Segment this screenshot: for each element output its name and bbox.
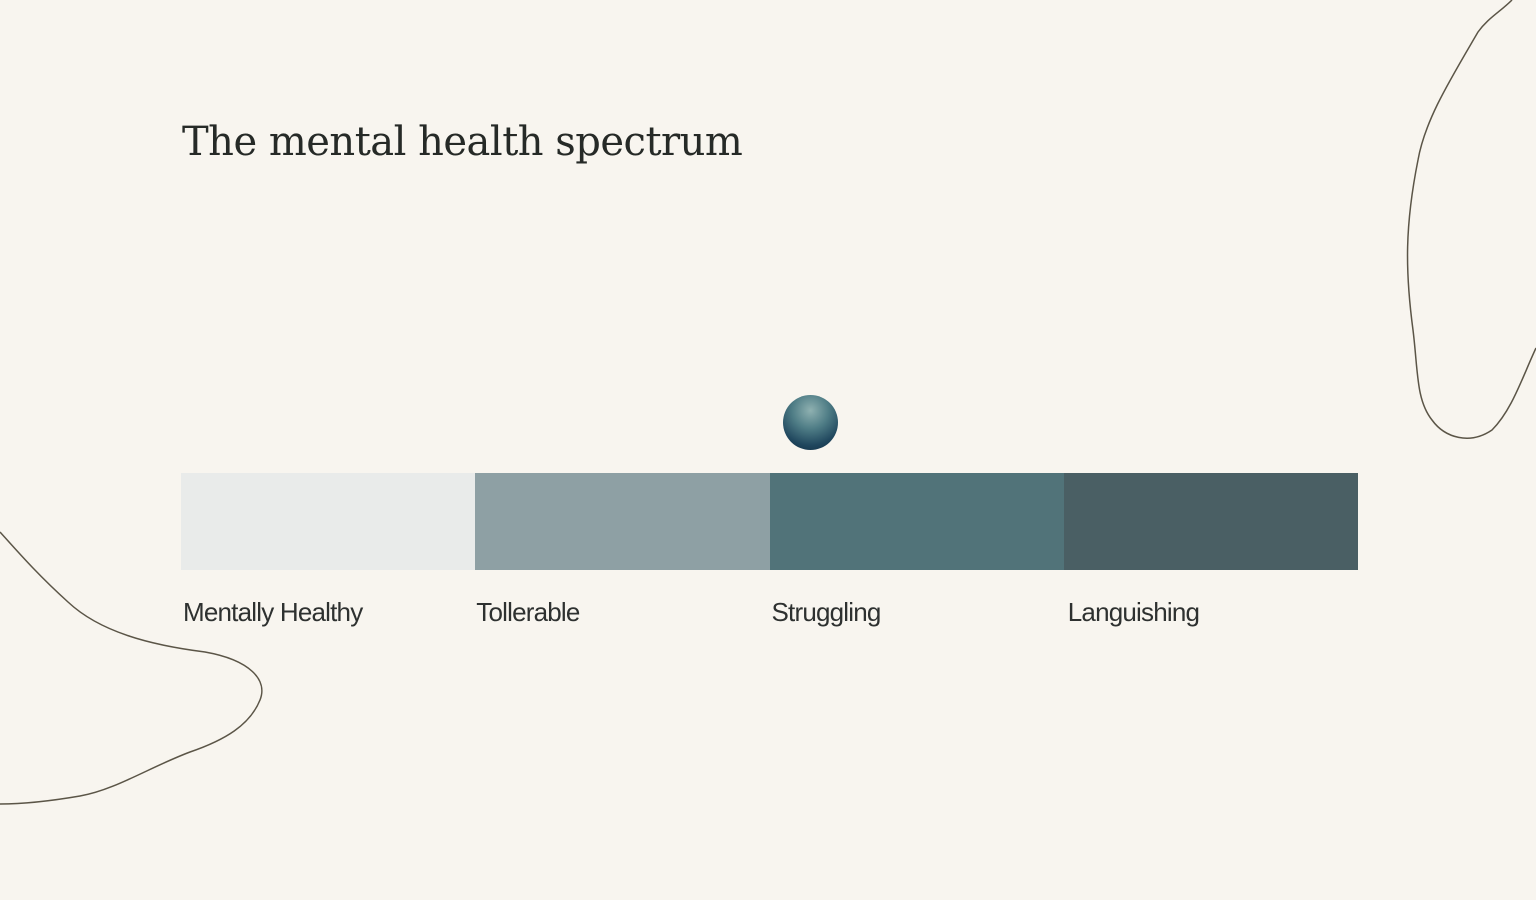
- page-title: The mental health spectrum: [182, 119, 743, 165]
- segment-struggling: [769, 473, 1064, 570]
- left-decorative-curve: [0, 531, 263, 805]
- segment-tollerable: [475, 473, 770, 570]
- spectrum-labels: Mentally Healthy Tollerable Struggling L…: [181, 595, 1358, 629]
- right-decorative-curve: [1406, 0, 1536, 439]
- segment-mentally-healthy: [181, 473, 476, 570]
- label-struggling: Struggling: [771, 597, 882, 627]
- position-marker-sphere: [783, 395, 838, 450]
- label-tollerable: Tollerable: [476, 597, 580, 627]
- segment-languishing: [1063, 473, 1358, 570]
- spectrum-bar: [181, 473, 1358, 570]
- label-languishing: Languishing: [1067, 597, 1200, 627]
- label-mentally-healthy: Mentally Healthy: [183, 597, 363, 627]
